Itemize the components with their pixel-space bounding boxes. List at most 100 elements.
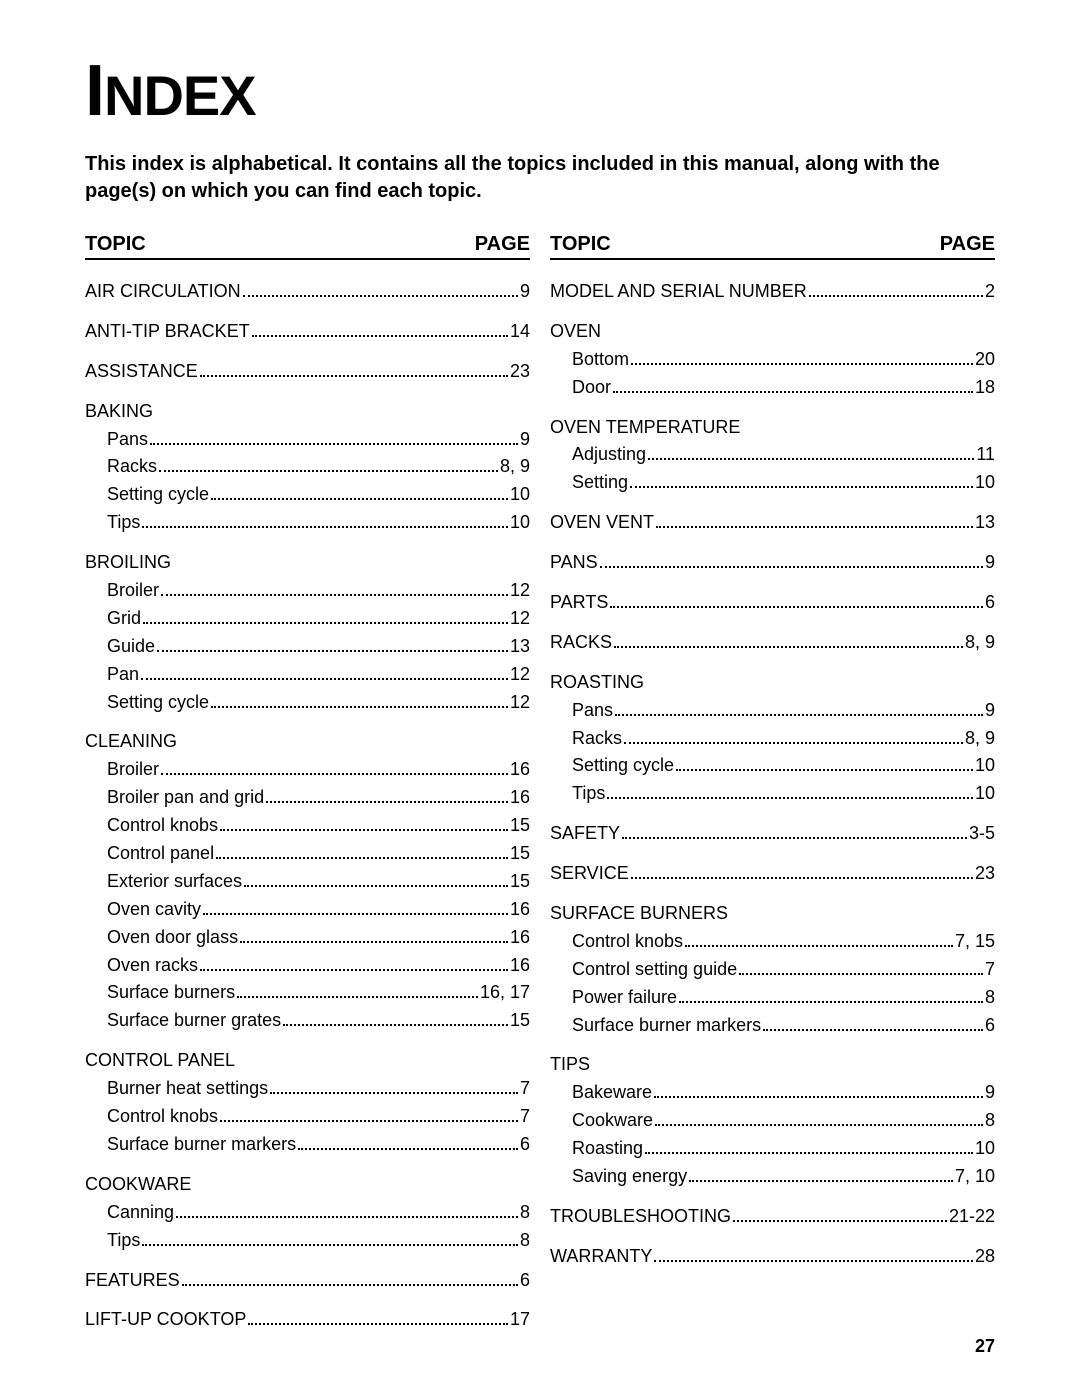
column-header: TOPIC PAGE (85, 233, 530, 260)
index-heading: ROASTING (550, 669, 995, 697)
index-subentry: Oven racks16 (85, 952, 530, 980)
index-subentry: Pans9 (550, 697, 995, 725)
header-page: PAGE (475, 233, 530, 256)
index-group: COOKWARECanning8Tips8 (85, 1171, 530, 1255)
entry-page: 8, 9 (500, 453, 530, 481)
leader-dots (176, 1201, 518, 1217)
leader-dots (654, 1245, 973, 1261)
index-group: OVENBottom 20Door18 (550, 318, 995, 402)
entry-label: Power failure (572, 984, 677, 1012)
index-group: WARRANTY28 (550, 1243, 995, 1271)
index-group: ASSISTANCE 23 (85, 358, 530, 386)
leader-dots (614, 632, 963, 648)
leader-dots (141, 663, 508, 679)
index-group: CLEANINGBroiler16Broiler pan and grid16C… (85, 728, 530, 1035)
index-entry: WARRANTY28 (550, 1243, 995, 1271)
index-subentry: Surface burner markers 6 (85, 1131, 530, 1159)
entry-label: AIR CIRCULATION (85, 278, 241, 306)
entry-label: Surface burner grates (107, 1007, 281, 1035)
entry-page: 3-5 (969, 820, 995, 848)
entry-label: Door (572, 374, 611, 402)
leader-dots (211, 484, 508, 500)
index-subentry: Setting cycle12 (85, 689, 530, 717)
entry-page: 16 (510, 784, 530, 812)
entry-page: 7 (520, 1103, 530, 1131)
index-subentry: Power failure8 (550, 984, 995, 1012)
leader-dots (157, 635, 508, 651)
entry-page: 17 (510, 1306, 530, 1334)
entry-label: Broiler (107, 577, 159, 605)
index-entry: PANS9 (550, 549, 995, 577)
index-group: BROILINGBroiler12Grid12Guide13Pan12Setti… (85, 549, 530, 716)
entry-label: Broiler (107, 756, 159, 784)
entry-label: Control panel (107, 840, 214, 868)
entry-page: 9 (520, 278, 530, 306)
entry-page: 10 (975, 469, 995, 497)
entry-page: 23 (510, 358, 530, 386)
index-subentry: Bakeware9 (550, 1079, 995, 1107)
entry-page: 20 (975, 346, 995, 374)
index-page: INDEX This index is alphabetical. It con… (0, 0, 1080, 1397)
entry-page: 6 (520, 1131, 530, 1159)
index-subentry: Tips10 (85, 509, 530, 537)
index-subentry: Oven cavity16 (85, 896, 530, 924)
entry-label: SAFETY (550, 820, 620, 848)
index-heading: OVEN (550, 318, 995, 346)
entry-label: OVEN VENT (550, 509, 654, 537)
index-subentry: Setting cycle10 (550, 752, 995, 780)
leader-dots (161, 580, 508, 596)
entry-page: 10 (975, 752, 995, 780)
leader-dots (142, 512, 508, 528)
leader-dots (159, 456, 498, 472)
index-group: LIFT-UP COOKTOP17 (85, 1306, 530, 1334)
entry-label: Guide (107, 633, 155, 661)
entry-page: 28 (975, 1243, 995, 1271)
index-group: OVEN TEMPERATUREAdjusting11Setting10 (550, 414, 995, 498)
leader-dots (200, 360, 508, 376)
leader-dots (248, 1309, 508, 1325)
entry-label: Bottom (572, 346, 629, 374)
index-group: RACKS8, 9 (550, 629, 995, 657)
header-page: PAGE (940, 233, 995, 256)
entry-label: ASSISTANCE (85, 358, 198, 386)
index-group: AIR CIRCULATION 9 (85, 278, 530, 306)
index-subentry: Broiler12 (85, 577, 530, 605)
entry-page: 15 (510, 840, 530, 868)
index-subentry: Saving energy 7, 10 (550, 1163, 995, 1191)
entry-label: Surface burners (107, 979, 235, 1007)
index-subentry: Control knobs7, 15 (550, 928, 995, 956)
entry-label: Surface burner markers (107, 1131, 296, 1159)
index-group: PARTS 6 (550, 589, 995, 617)
entry-page: 7, 15 (955, 928, 995, 956)
header-topic: TOPIC (85, 233, 146, 256)
index-heading: CLEANING (85, 728, 530, 756)
leader-dots (203, 898, 508, 914)
leader-dots (270, 1078, 518, 1094)
entry-label: Racks (107, 453, 157, 481)
entry-label: Setting cycle (107, 689, 209, 717)
index-entry: MODEL AND SERIAL NUMBER2 (550, 278, 995, 306)
entry-label: Saving energy (572, 1163, 687, 1191)
index-heading: CONTROL PANEL (85, 1047, 530, 1075)
entry-label: Pans (107, 426, 148, 454)
index-subentry: Canning8 (85, 1199, 530, 1227)
index-group: SAFETY 3-5 (550, 820, 995, 848)
entry-label: Surface burner markers (572, 1012, 761, 1040)
entry-label: Bakeware (572, 1079, 652, 1107)
entry-label: Pan (107, 661, 139, 689)
index-subentry: Door18 (550, 374, 995, 402)
column-entries: AIR CIRCULATION9ANTI-TIP BRACKET14ASSIST… (85, 278, 530, 1334)
entry-page: 11 (976, 441, 995, 469)
entry-label: PARTS (550, 589, 608, 617)
index-subentry: Pans9 (85, 426, 530, 454)
index-subentry: Cookware8 (550, 1107, 995, 1135)
index-group: CONTROL PANELBurner heat settings7Contro… (85, 1047, 530, 1159)
entry-page: 14 (510, 318, 530, 346)
index-entry: SERVICE23 (550, 860, 995, 888)
entry-page: 7, 10 (955, 1163, 995, 1191)
leader-dots (809, 281, 983, 297)
entry-page: 16 (510, 756, 530, 784)
entry-page: 2 (985, 278, 995, 306)
entry-page: 6 (985, 589, 995, 617)
entry-page: 6 (520, 1267, 530, 1295)
